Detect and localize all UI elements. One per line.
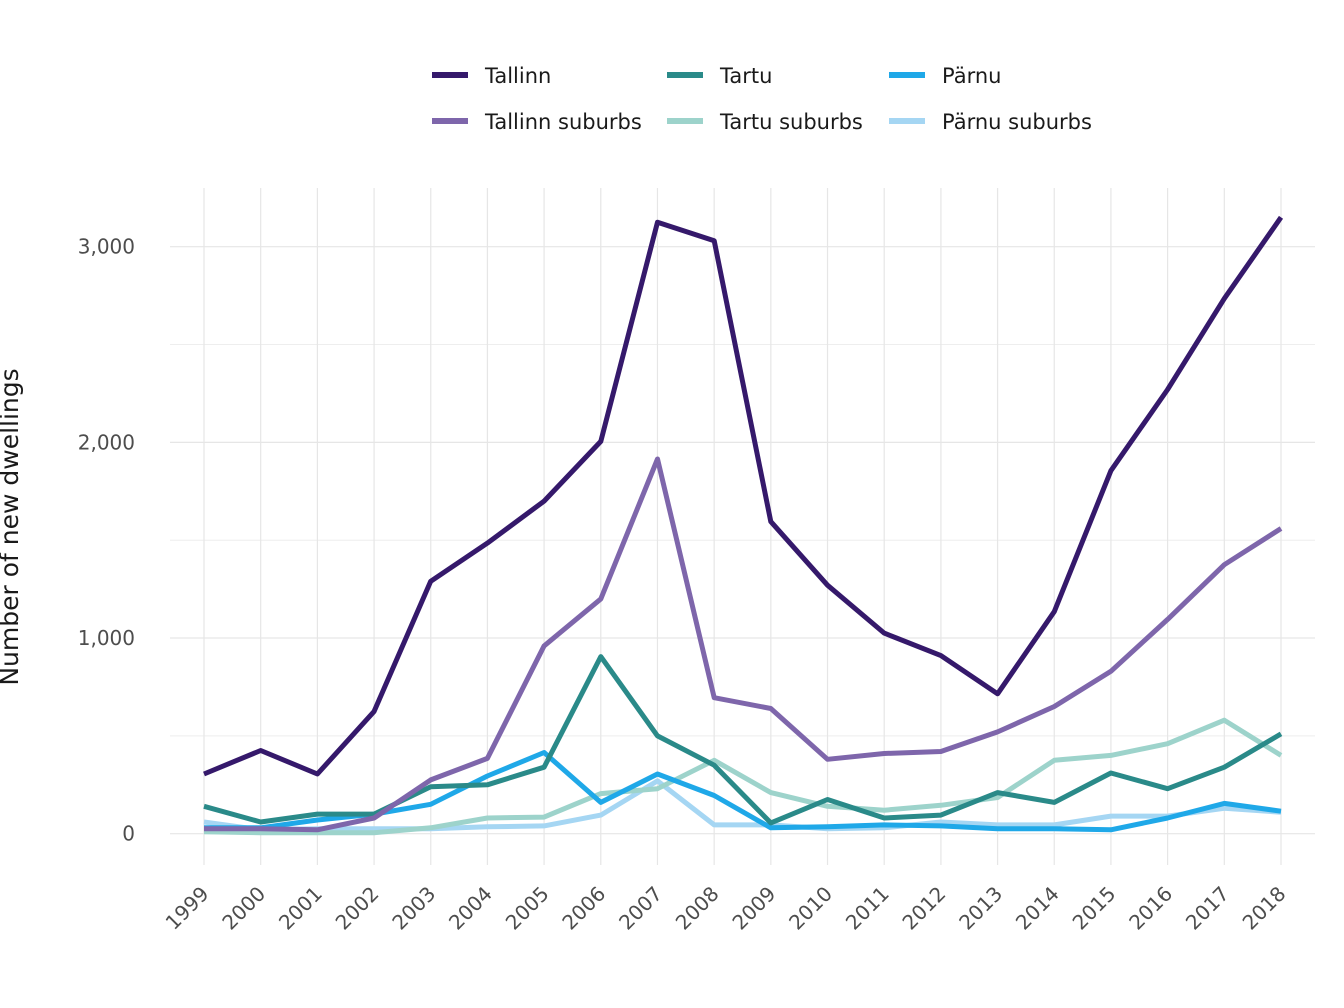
x-axis-ticks: 1999 2000 2001 2002 2003 2004 2005 2006 2007 2008… <box>161 882 1291 935</box>
x-tick-label: 2015 <box>1068 882 1121 935</box>
legend-label: Pärnu <box>942 64 1001 88</box>
legend-item: Pärnu <box>889 64 1001 88</box>
x-tick-label: 1999 <box>161 882 214 935</box>
x-tick-label: 2017 <box>1181 882 1234 935</box>
x-tick-label: 2013 <box>954 882 1007 935</box>
x-tick-label: 2011 <box>841 882 894 935</box>
x-tick-label: 2003 <box>387 882 440 935</box>
x-tick-label: 2014 <box>1011 882 1064 935</box>
y-tick-label: 1,000 <box>78 626 135 650</box>
x-tick-label: 2000 <box>217 882 270 935</box>
x-tick-label: 2006 <box>557 882 610 935</box>
legend-label: Tallinn suburbs <box>484 110 642 134</box>
grid <box>170 188 1315 865</box>
y-tick-label: 3,000 <box>78 235 135 259</box>
legend: Tallinn Tallinn suburbs Tartu Tartu suburbs… <box>432 64 1092 134</box>
legend-label: Pärnu suburbs <box>942 110 1092 134</box>
x-tick-label: 2001 <box>274 882 327 935</box>
legend-item: Tartu suburbs <box>667 110 863 134</box>
legend-item: Pärnu suburbs <box>889 110 1092 134</box>
x-tick-label: 2004 <box>444 882 497 935</box>
y-tick-label: 2,000 <box>78 430 135 454</box>
legend-item: Tallinn <box>432 64 551 88</box>
series-line-tallinn-suburbs <box>204 456 1283 833</box>
legend-label: Tartu <box>719 64 772 88</box>
series-line-tartu <box>203 654 1283 826</box>
y-axis-title: Number of new dwellings <box>0 368 24 685</box>
series-line-tallinn <box>203 215 1284 777</box>
legend-item: Tartu <box>667 64 772 88</box>
y-tick-label: 0 <box>122 822 135 846</box>
x-tick-label: 2008 <box>671 882 724 935</box>
x-tick-label: 2007 <box>614 882 667 935</box>
legend-item: Tallinn suburbs <box>432 110 642 134</box>
x-tick-label: 2012 <box>897 882 950 935</box>
legend-label: Tallinn <box>484 64 551 88</box>
x-tick-label: 2018 <box>1238 882 1291 935</box>
x-tick-label: 2009 <box>727 882 780 935</box>
y-axis-ticks: 0 1,000 2,000 3,000 <box>78 235 135 846</box>
x-tick-label: 2002 <box>331 882 384 935</box>
x-tick-label: 2016 <box>1124 882 1177 935</box>
series-line-p-rnu-suburbs <box>203 778 1282 833</box>
x-tick-label: 2010 <box>784 882 837 935</box>
series-line-tartu-suburbs <box>203 717 1283 836</box>
series-layer <box>203 215 1284 836</box>
x-tick-label: 2005 <box>501 882 554 935</box>
legend-label: Tartu suburbs <box>719 110 863 134</box>
